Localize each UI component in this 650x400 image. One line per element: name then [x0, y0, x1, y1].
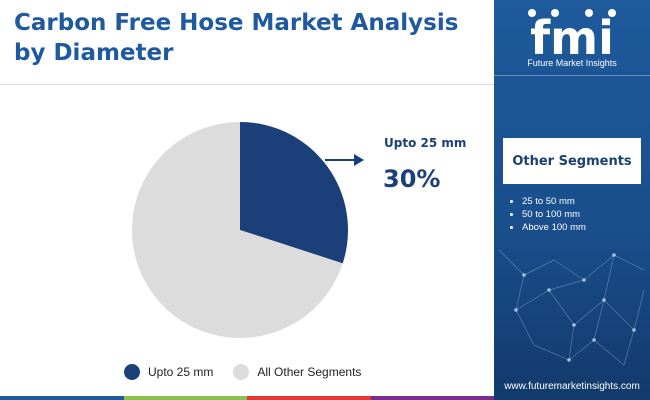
callout-value: 30% [383, 165, 441, 193]
legend-item: All Other Segments [233, 364, 361, 380]
list-item: Above 100 mm [522, 221, 586, 234]
chart-legend: Upto 25 mm All Other Segments [124, 364, 381, 380]
divider [0, 84, 494, 85]
legend-swatch [233, 364, 250, 380]
logo-text: fmi [530, 11, 614, 65]
legend-item: Upto 25 mm [124, 364, 213, 380]
legend-swatch [124, 364, 140, 380]
color-bar-segment [370, 396, 494, 400]
pie-chart [131, 122, 348, 338]
color-bar-segment [0, 396, 124, 400]
brand-name: Future Market Insights [527, 58, 617, 68]
chart-panel: Carbon Free Hose Market Analysis by Diam… [0, 10, 494, 400]
pie-slice-all-other-segments [131, 122, 343, 338]
website-url: www.futuremarketinsights.com [504, 381, 640, 392]
sidebar: fmi Future Market Insights Other Segment… [494, 0, 650, 400]
legend-label: Upto 25 mm [148, 365, 214, 379]
bottom-color-bar [0, 396, 494, 400]
other-segments-list: 25 to 50 mm 50 to 100 mm Above 100 mm [504, 195, 586, 234]
color-bar-segment [123, 396, 247, 400]
page-title: Carbon Free Hose Market Analysis by Diam… [14, 10, 459, 66]
network-pattern-icon [498, 249, 645, 366]
legend-label: All Other Segments [257, 365, 362, 379]
other-segments-box: Other Segments [503, 138, 641, 184]
color-bar-segment [247, 396, 371, 400]
callout-label: Upto 25 mm [384, 136, 467, 150]
pie-slice-upto-25mm [240, 122, 348, 264]
callout-arrow-icon [325, 154, 364, 166]
list-item: 25 to 50 mm [522, 195, 586, 208]
other-segments-title: Other Segments [512, 153, 632, 169]
divider [494, 75, 650, 76]
list-item: 50 to 100 mm [522, 208, 586, 221]
brand-logo: fmi [528, 9, 616, 65]
